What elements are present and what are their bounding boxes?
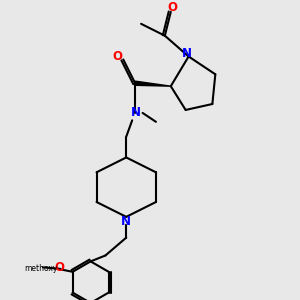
Text: N: N (182, 47, 192, 60)
Text: O: O (167, 1, 177, 14)
Text: methoxy: methoxy (25, 264, 58, 273)
Text: O: O (112, 50, 122, 63)
Text: N: N (121, 215, 131, 228)
Text: O: O (54, 261, 64, 274)
Text: N: N (131, 106, 141, 119)
Polygon shape (135, 81, 171, 86)
